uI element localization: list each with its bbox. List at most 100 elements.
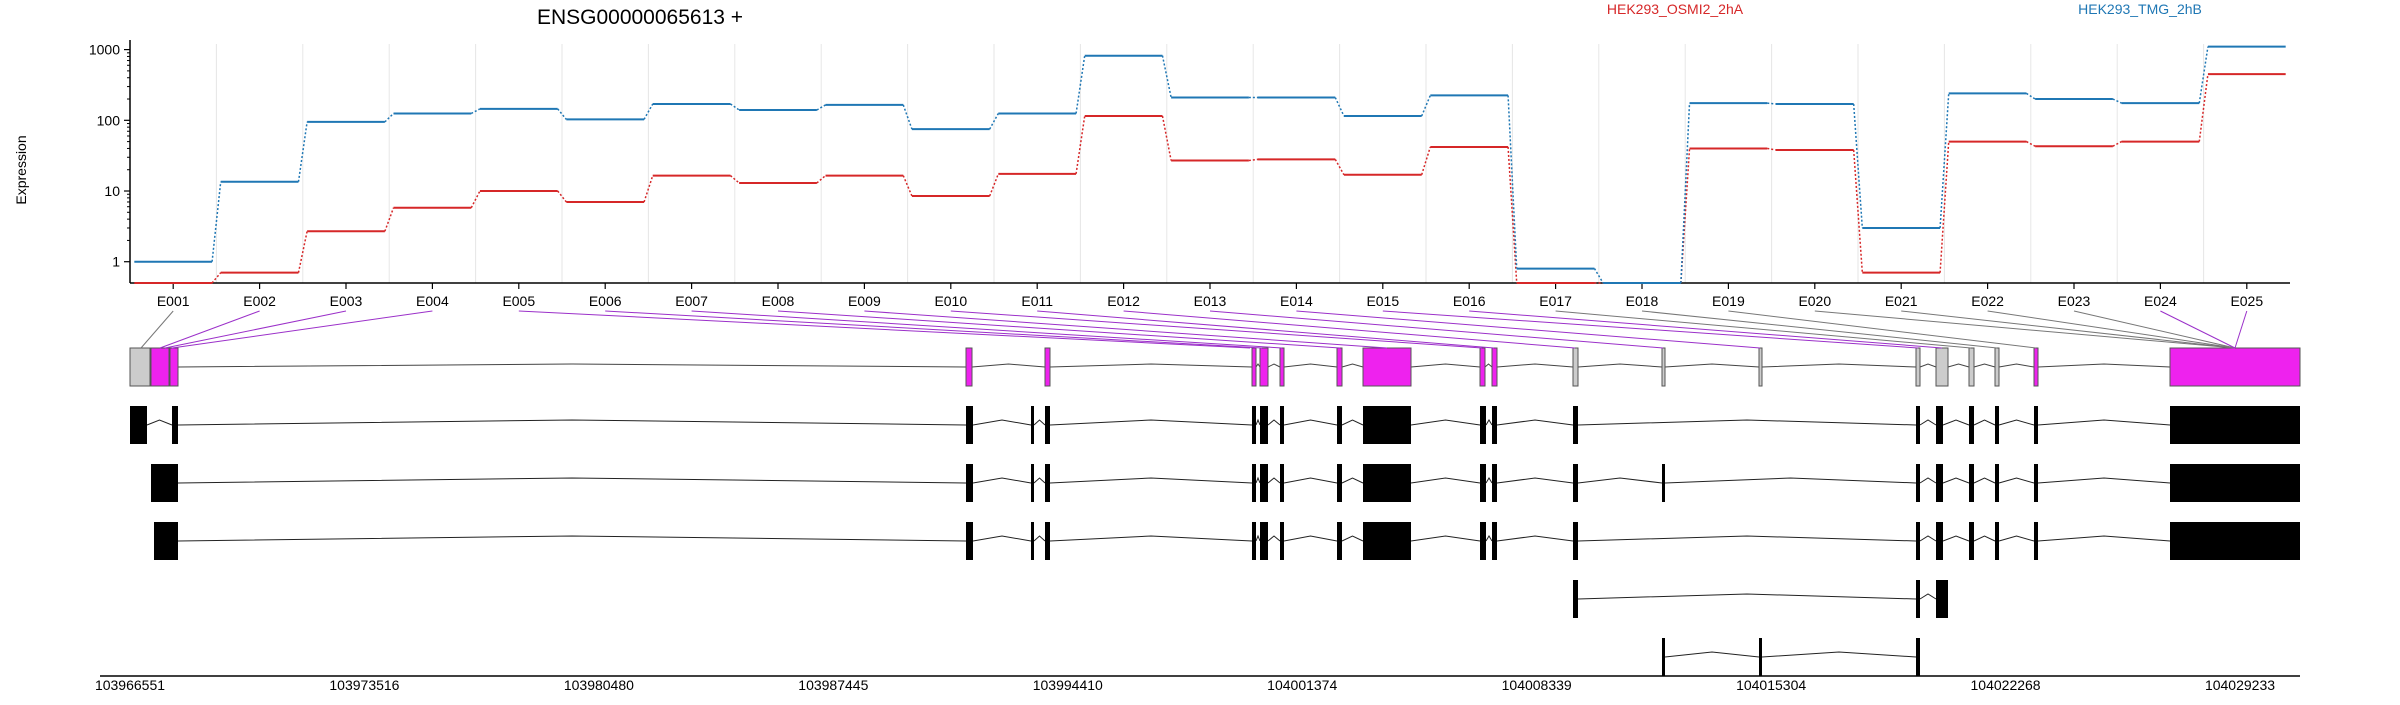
genome-tick-label: 103987445 [798,677,868,693]
composite-exon [129,347,151,387]
intron-line [1761,363,1917,368]
intron-line [1255,363,1261,368]
y-axis-label: Expression [13,135,29,204]
transcript-exon [1252,522,1256,560]
composite-exon [1661,347,1666,387]
intron-line [1577,477,1663,484]
x-tick-label-e025: E025 [2230,293,2263,309]
genome-tick-label: 104015304 [1736,677,1806,693]
intron-line [1496,477,1574,484]
intron-line [1283,419,1338,426]
intron-line [1998,477,2035,484]
transcript-exon [1916,464,1920,502]
x-tick-label-e017: E017 [1539,293,1572,309]
intron-line [1973,477,1996,484]
transcript-exon [1995,406,1999,444]
series-step [1680,148,1691,284]
intron-line [1410,419,1481,426]
composite-exon [1572,347,1579,387]
composite-exon [1491,347,1498,387]
composite-exon [1279,347,1285,387]
transcript-exon [966,406,973,444]
composite-exon [1362,347,1412,387]
y-tick-label: 100 [97,112,121,128]
exon-connector [1382,310,1919,349]
series-step [1593,268,1604,284]
genome-tick-label: 104029233 [2205,677,2275,693]
transcript-exon [1280,464,1284,502]
intron-line [1049,419,1253,426]
intron-line [1577,535,1917,542]
intron-line [1267,477,1281,484]
transcript-2 [151,464,2300,502]
transcript-exon [966,464,973,502]
x-tick-label-e007: E007 [675,293,708,309]
transcript-exon [1363,464,1411,502]
transcript-exon [1936,522,1943,560]
genome-tick-label: 103973516 [329,677,399,693]
transcript-exon [1260,464,1268,502]
series-step [643,103,654,120]
transcript-exon [1280,406,1284,444]
intron-line [1410,535,1481,542]
transcript-exon [1045,406,1050,444]
transcript-exon [1045,464,1050,502]
intron-line [1496,535,1574,542]
transcript-exon [2170,464,2300,502]
transcript-exon [1936,580,1948,618]
transcript-exon [1045,522,1050,560]
series-step [1334,159,1345,176]
intron-line [1049,477,1253,484]
exon-connectors [140,310,2248,349]
intron-line [1919,535,1937,542]
series-step [211,181,222,262]
exon-connector [140,310,174,349]
intron-line [1998,419,2035,426]
x-tick-label-e005: E005 [502,293,535,309]
exon-connector [1728,310,2037,349]
transcript-exon [1480,406,1486,444]
x-tick-label-e015: E015 [1366,293,1399,309]
x-tick-label-e008: E008 [762,293,795,309]
intron-line [177,363,967,368]
x-tick-label-e024: E024 [2144,293,2177,309]
intron-line [1283,477,1338,484]
composite-exon [1044,347,1051,387]
series-step [1075,55,1086,114]
intron-line [972,477,1032,484]
intron-line [1410,477,1481,484]
transcript-exon [1492,522,1497,560]
chart-title: ENSG00000065613 + [537,6,743,29]
transcript-exon [130,406,147,444]
series-step [1507,146,1518,284]
transcript-exon [2034,522,2038,560]
series-step [1161,55,1172,98]
intron-line [1998,363,2035,368]
x-tick-label-e006: E006 [589,293,622,309]
series-step [2026,92,2036,100]
composite-exon-track [129,347,2301,387]
exon-connector [950,310,1483,349]
transcript-exon [1492,464,1497,502]
intron-line [1267,363,1281,368]
intron-line [1919,593,1937,600]
transcript-exon [1480,522,1486,560]
intron-line [1496,363,1574,368]
series-step [384,207,395,232]
series-step [470,190,481,209]
x-tick-label-e003: E003 [330,293,363,309]
composite-exon [1251,347,1257,387]
exon-connector [691,310,1283,349]
composite-exon [1915,347,1921,387]
series-step [1767,102,1776,105]
intron-line [1577,419,1917,426]
exon-connector [1641,310,1998,349]
series-step [1334,97,1345,117]
x-tick-label-e020: E020 [1798,293,1831,309]
transcript-exon [1916,522,1920,560]
composite-exon [1259,347,1269,387]
x-tick-label-e010: E010 [934,293,967,309]
transcript-exon [1573,522,1578,560]
exon-connector [1555,310,1972,349]
